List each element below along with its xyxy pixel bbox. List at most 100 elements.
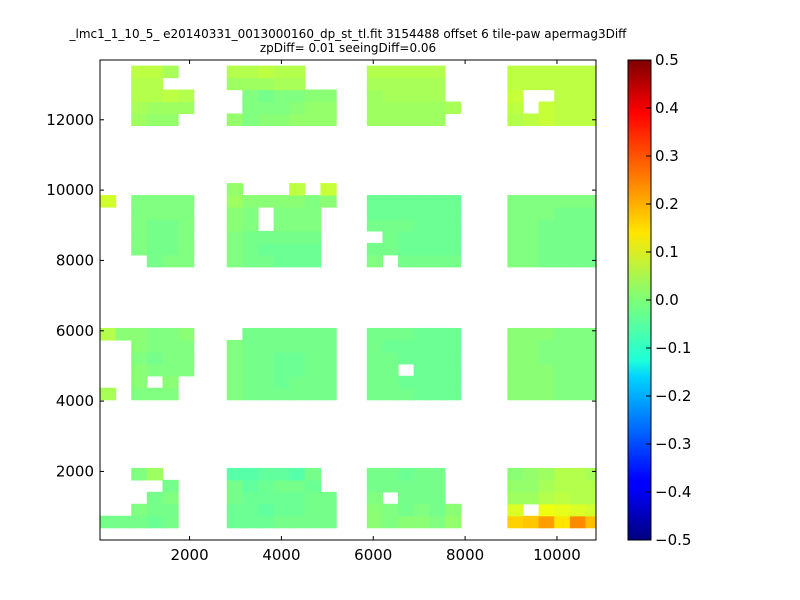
heatmap-cell [382, 479, 399, 493]
heatmap-cell [585, 363, 596, 377]
x-tick-label: 6000 [354, 546, 392, 564]
heatmap-cell [554, 339, 571, 353]
heatmap-cell [226, 254, 243, 268]
heatmap-cell [257, 195, 275, 208]
heatmap-cell [444, 101, 462, 115]
heatmap-cell [382, 242, 399, 256]
heatmap-cell [522, 339, 540, 353]
heatmap-cell [162, 339, 179, 353]
heatmap-cell [554, 375, 571, 389]
heatmap-cell [242, 195, 259, 208]
heatmap-cell [413, 387, 430, 401]
heatmap-cell [382, 351, 399, 365]
heatmap-cell [444, 351, 462, 365]
heatmap-cell [226, 230, 243, 244]
heatmap-cell [538, 113, 555, 127]
heatmap-cell [304, 479, 322, 493]
heatmap-cell [429, 195, 446, 208]
heatmap-cell [226, 479, 243, 493]
heatmap-cell [585, 467, 596, 481]
heatmap-cell [507, 375, 524, 389]
heatmap-cell [131, 327, 148, 341]
heatmap-cell [429, 77, 446, 91]
heatmap-cell [273, 113, 290, 127]
heatmap-cell [178, 218, 195, 232]
heatmap-cell [538, 479, 555, 493]
heatmap-cell [538, 218, 555, 232]
heatmap-cell [585, 503, 596, 517]
heatmap-cell [585, 254, 596, 268]
y-tick-label: 8000 [56, 251, 94, 269]
heatmap-cell [289, 113, 306, 127]
heatmap-cell [289, 467, 306, 481]
heatmap-cell [398, 339, 415, 353]
heatmap-cell [273, 375, 290, 389]
heatmap-cell [507, 479, 524, 493]
y-tick-label: 6000 [56, 322, 94, 340]
heatmap-cell [304, 467, 322, 481]
heatmap-cell [146, 339, 164, 353]
heatmap-cell [289, 101, 306, 115]
heatmap-cell [100, 195, 117, 208]
heatmap-cell [366, 503, 384, 517]
heatmap-cell [538, 77, 555, 91]
heatmap-cell [382, 339, 399, 353]
colorbar-tick-label: 0.3 [655, 147, 679, 165]
heatmap-cell [226, 206, 243, 220]
heatmap-cell [398, 387, 415, 401]
heatmap-cell [162, 327, 179, 341]
heatmap-cell [304, 375, 322, 389]
heatmap-cell [242, 503, 259, 517]
colorbar-tick-label: 0.4 [655, 99, 679, 117]
y-tick-label: 2000 [56, 462, 94, 480]
heatmap-cell [146, 195, 164, 208]
heatmap-cell [413, 491, 430, 505]
heatmap-cell [507, 515, 524, 529]
heatmap-cell [398, 230, 415, 244]
heatmap-cell [429, 218, 446, 232]
y-tick-label: 10000 [46, 181, 94, 199]
heatmap-cell [429, 206, 446, 220]
heatmap-cell [366, 387, 384, 401]
heatmap-cell [585, 242, 596, 256]
heatmap-cell [429, 515, 446, 529]
heatmap-cell [382, 77, 399, 91]
heatmap-cell [289, 491, 306, 505]
heatmap-cell [429, 467, 446, 481]
heatmap-cell [273, 351, 290, 365]
heatmap-cell [273, 503, 290, 517]
heatmap-cell [304, 113, 322, 127]
heatmap-cell [382, 89, 399, 103]
heatmap-cell [429, 113, 446, 127]
heatmap-cell [257, 230, 275, 244]
heatmap-cell [162, 351, 179, 365]
heatmap-cell [507, 77, 524, 91]
heatmap-cell [304, 242, 322, 256]
heatmap-cell [273, 218, 290, 232]
heatmap-cell [257, 351, 275, 365]
heatmap-cell [585, 113, 596, 127]
heatmap-cell [522, 387, 540, 401]
heatmap-cell [320, 101, 337, 115]
heatmap-cell [507, 254, 524, 268]
heatmap-cell [413, 327, 430, 341]
heatmap-cell [585, 491, 596, 505]
heatmap-cell [162, 503, 179, 517]
heatmap-cell [226, 375, 243, 389]
heatmap-cell [304, 491, 322, 505]
heatmap-cell [162, 101, 179, 115]
heatmap-cell [226, 363, 243, 377]
heatmap-cell [382, 515, 399, 529]
heatmap-cell [538, 339, 555, 353]
heatmap-cell [413, 479, 430, 493]
heatmap-cell [507, 65, 524, 79]
heatmap-cell [320, 113, 337, 127]
heatmap-cell [522, 491, 540, 505]
heatmap-cell [522, 218, 540, 232]
x-tick-label: 4000 [262, 546, 300, 564]
heatmap-cell [100, 387, 117, 401]
heatmap-cell [444, 503, 462, 517]
heatmap-cell [146, 242, 164, 256]
heatmap-cell [146, 351, 164, 365]
heatmap-cell [507, 503, 524, 517]
